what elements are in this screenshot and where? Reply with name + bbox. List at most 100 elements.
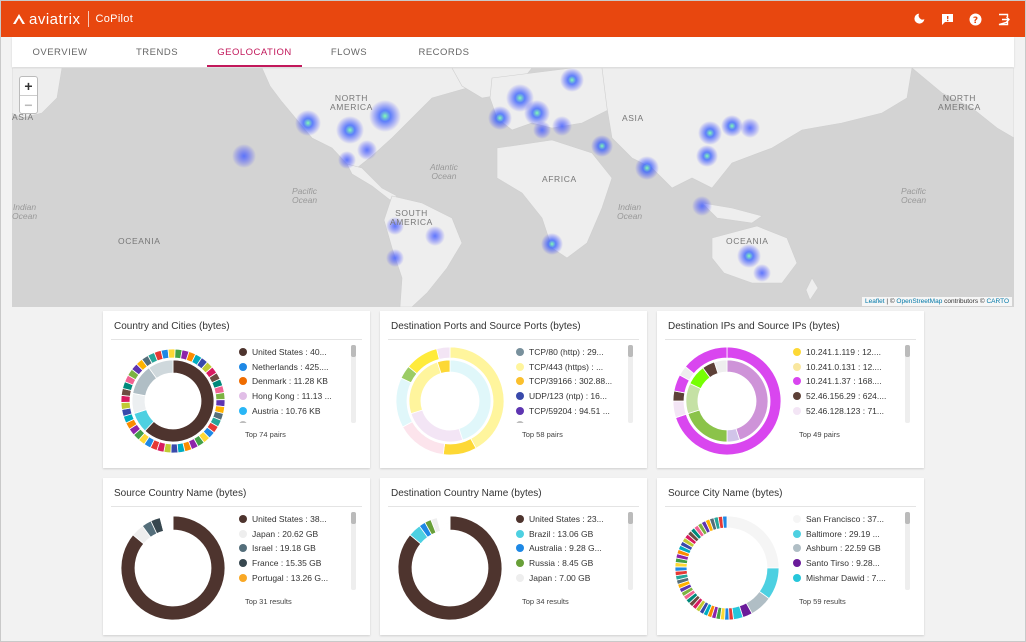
legend-swatch	[239, 421, 247, 423]
legend-item[interactable]: UDP/123 (ntp) : 16...	[516, 389, 624, 404]
tab-flows[interactable]: Flows	[330, 46, 368, 58]
donut-segment[interactable]	[685, 383, 702, 415]
donut-chart[interactable]	[392, 510, 508, 626]
legend-item[interactable]: United States : 40...	[239, 345, 347, 360]
legend-item[interactable]: 10.241.0.131 : 12....	[793, 360, 901, 375]
legend-swatch	[793, 573, 801, 582]
legend-item[interactable]: Japan : 7.00 GB	[516, 570, 624, 585]
tab-geolocation[interactable]: Geolocation	[207, 37, 302, 67]
scrollbar-thumb[interactable]	[628, 345, 633, 357]
legend-item[interactable]: Japan : 20.62 GB	[239, 527, 347, 542]
scrollbar-thumb[interactable]	[905, 512, 910, 524]
donut-segment[interactable]	[131, 392, 147, 415]
legend-item[interactable]: Israel : 19.18 GB	[239, 541, 347, 556]
legend-item[interactable]: TCP/59204 : 94.51 ...	[516, 403, 624, 418]
donut-segment[interactable]	[674, 566, 688, 572]
donut-segment[interactable]	[684, 346, 728, 375]
moon-icon[interactable]	[911, 11, 927, 27]
legend-item[interactable]: Brazil : 13.06 GB	[516, 527, 624, 542]
legend-item[interactable]: Mishmar Dawid : 7....	[793, 570, 901, 585]
donut-segment[interactable]	[120, 401, 132, 410]
legend-item[interactable]	[516, 418, 624, 423]
zoom-in-button[interactable]: +	[24, 78, 33, 94]
legend-scrollbar[interactable]	[905, 345, 910, 423]
donut-segment[interactable]	[397, 515, 503, 621]
brand[interactable]: aviatrix CoPilot	[13, 11, 133, 28]
donut-segment[interactable]	[214, 392, 226, 401]
scrollbar-thumb[interactable]	[351, 512, 356, 524]
donut-segment[interactable]	[722, 515, 728, 529]
donut-segment[interactable]	[120, 515, 226, 621]
legend-scrollbar[interactable]	[628, 345, 633, 423]
tab-trends[interactable]: Trends	[135, 46, 179, 58]
legend-item[interactable]: France : 15.35 GB	[239, 556, 347, 571]
tab-records[interactable]: Records	[418, 46, 470, 58]
header-actions: ?	[911, 1, 1011, 37]
donut-segment[interactable]	[167, 348, 176, 359]
donut-segment[interactable]	[672, 400, 687, 419]
legend-label: France : 15.35 GB	[252, 558, 322, 569]
brand-divider	[87, 11, 89, 27]
legend-item[interactable]: 52.46.156.29 : 624....	[793, 389, 901, 404]
legend-label: United States : 40...	[252, 347, 327, 358]
donut-segment[interactable]	[713, 359, 728, 374]
zoom-out-button[interactable]: −	[20, 95, 37, 113]
legend-item[interactable]: TCP/443 (https) : ...	[516, 360, 624, 375]
legend-item[interactable]: Denmark : 11.28 KB	[239, 374, 347, 389]
legend-label: Hong Kong : 11.13 ...	[252, 391, 332, 402]
legend-item[interactable]: Portugal : 13.26 G...	[239, 570, 347, 585]
donut-segment[interactable]	[170, 443, 179, 454]
donut-segment[interactable]	[726, 515, 780, 569]
legend-item[interactable]: 10.241.1.37 : 168....	[793, 374, 901, 389]
donut-segment[interactable]	[144, 359, 215, 443]
legend-item[interactable]: Austria : 10.76 KB	[239, 403, 347, 418]
donut-segment[interactable]	[436, 359, 451, 374]
legend-swatch	[793, 392, 801, 401]
legend-item[interactable]: Santo Tirso : 9.28...	[793, 556, 901, 571]
card-divider	[111, 506, 362, 507]
carto-link[interactable]: CARTO	[986, 298, 1009, 305]
donut-segment[interactable]	[148, 359, 174, 379]
tab-overview[interactable]: Overview	[32, 46, 88, 58]
donut-segment[interactable]	[449, 515, 451, 531]
zoom-control: + −	[19, 76, 38, 114]
legend-item[interactable]: San Francisco : 37...	[793, 512, 901, 527]
donut-chart[interactable]	[669, 343, 785, 459]
leaflet-link[interactable]: Leaflet	[864, 298, 885, 305]
legend-item[interactable]: United States : 23...	[516, 512, 624, 527]
donut-chart[interactable]	[115, 343, 231, 459]
legend-item[interactable]: Australia : 9.28 G...	[516, 541, 624, 556]
scrollbar-thumb[interactable]	[351, 345, 356, 357]
legend-scrollbar[interactable]	[351, 512, 356, 590]
help-icon[interactable]: ?	[967, 11, 983, 27]
card-footer: Top 31 results	[245, 597, 292, 606]
legend-item[interactable]: United States : 38...	[239, 512, 347, 527]
scrollbar-thumb[interactable]	[905, 345, 910, 357]
legend-scrollbar[interactable]	[628, 512, 633, 590]
osm-link[interactable]: OpenStreetMap	[896, 298, 943, 305]
donut-segment[interactable]	[156, 441, 166, 453]
donut-segment[interactable]	[436, 346, 451, 360]
legend-item[interactable]: Ashburn : 22.59 GB	[793, 541, 901, 556]
legend-item[interactable]: 10.241.1.119 : 12....	[793, 345, 901, 360]
card-ports: Destination Ports and Source Ports (byte…	[380, 311, 647, 468]
legend-item[interactable]: TCP/80 (http) : 29...	[516, 345, 624, 360]
donut-chart[interactable]	[392, 343, 508, 459]
legend-item[interactable]: 52.46.128.123 : 71...	[793, 403, 901, 418]
legend-scrollbar[interactable]	[351, 345, 356, 423]
logout-icon[interactable]	[995, 11, 1011, 27]
legend-item[interactable]: Netherlands : 425....	[239, 360, 347, 375]
legend-item[interactable]	[239, 418, 347, 423]
legend-item[interactable]: Hong Kong : 11.13 ...	[239, 389, 347, 404]
feedback-icon[interactable]	[939, 11, 955, 27]
donut-segment[interactable]	[172, 515, 174, 531]
donut-chart[interactable]	[669, 510, 785, 626]
legend-item[interactable]: TCP/39166 : 302.88...	[516, 374, 624, 389]
legend-label: Netherlands : 425....	[252, 361, 329, 372]
legend-item[interactable]: Russia : 8.45 GB	[516, 556, 624, 571]
scrollbar-thumb[interactable]	[628, 512, 633, 524]
legend-scrollbar[interactable]	[905, 512, 910, 590]
donut-chart[interactable]	[115, 510, 231, 626]
geolocation-map[interactable]: ASIA NORTH AMERICA SOUTH AMERICA AFRICA …	[12, 68, 1014, 307]
legend-item[interactable]: Baltimore : 29.19 ...	[793, 527, 901, 542]
